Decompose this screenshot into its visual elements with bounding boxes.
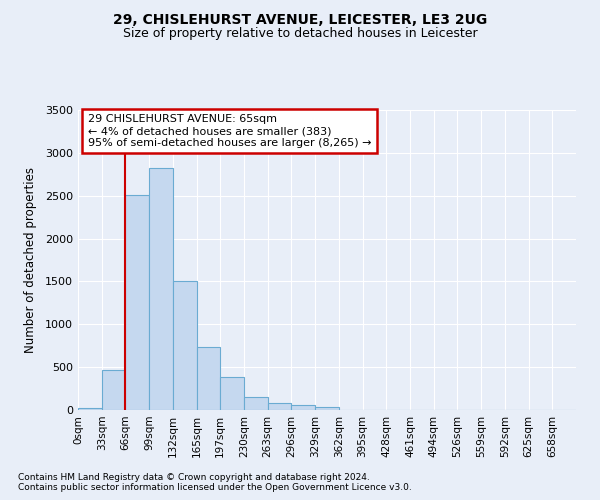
Bar	[78, 408, 102, 410]
Bar	[220, 376, 244, 410]
Bar	[292, 406, 315, 410]
Bar	[244, 396, 268, 410]
Bar	[173, 282, 197, 410]
Text: 29 CHISLEHURST AVENUE: 65sqm
← 4% of detached houses are smaller (383)
95% of se: 29 CHISLEHURST AVENUE: 65sqm ← 4% of det…	[88, 114, 371, 148]
Text: Contains HM Land Registry data © Crown copyright and database right 2024.: Contains HM Land Registry data © Crown c…	[18, 474, 370, 482]
Bar	[315, 408, 339, 410]
Bar	[102, 370, 125, 410]
Bar	[268, 403, 292, 410]
Bar	[197, 346, 220, 410]
Bar	[149, 168, 173, 410]
Bar	[125, 195, 149, 410]
Text: Size of property relative to detached houses in Leicester: Size of property relative to detached ho…	[122, 28, 478, 40]
Y-axis label: Number of detached properties: Number of detached properties	[23, 167, 37, 353]
Text: Contains public sector information licensed under the Open Government Licence v3: Contains public sector information licen…	[18, 484, 412, 492]
Text: 29, CHISLEHURST AVENUE, LEICESTER, LE3 2UG: 29, CHISLEHURST AVENUE, LEICESTER, LE3 2…	[113, 12, 487, 26]
